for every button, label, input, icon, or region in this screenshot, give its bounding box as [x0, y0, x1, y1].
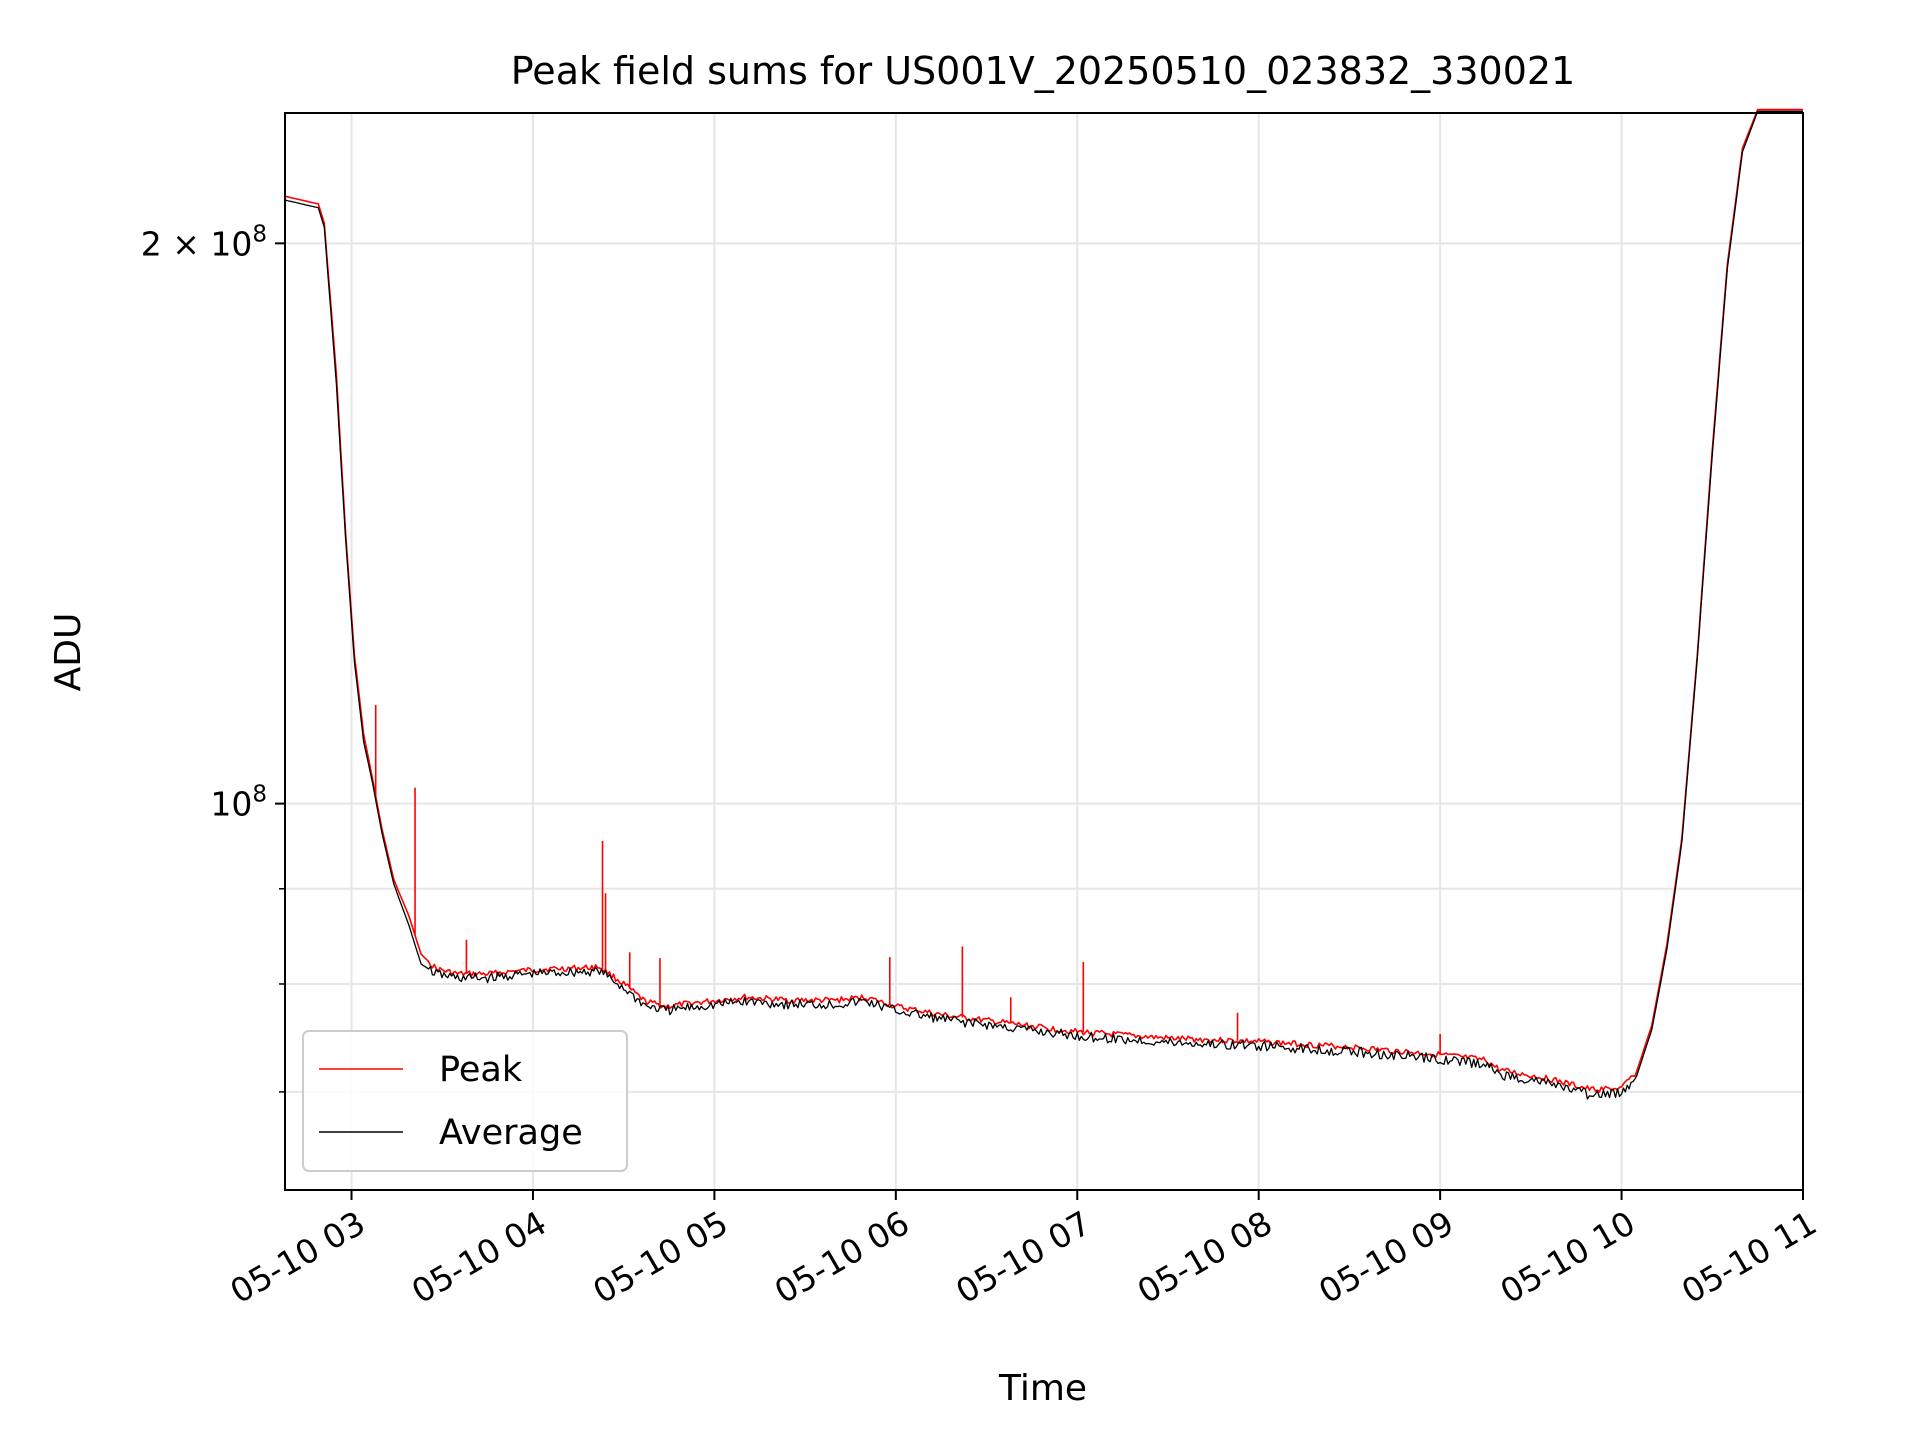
legend-label-peak: Peak [439, 1050, 523, 1090]
x-axis-label: Time [998, 1368, 1087, 1409]
chart-title: Peak field sums for US001V_20250510_0238… [511, 49, 1575, 93]
axes-frame [284, 112, 1804, 1191]
legend: Peak Average [302, 1030, 628, 1172]
series-line-average [284, 110, 1803, 1100]
legend-label-average: Average [439, 1113, 583, 1153]
y-tick-label: 2 × 108 [141, 221, 267, 263]
plot-area [284, 108, 1803, 1100]
y-axis-label: ADU [48, 613, 89, 692]
legend-box [302, 1030, 628, 1172]
y-tick-label: 108 [210, 782, 267, 824]
